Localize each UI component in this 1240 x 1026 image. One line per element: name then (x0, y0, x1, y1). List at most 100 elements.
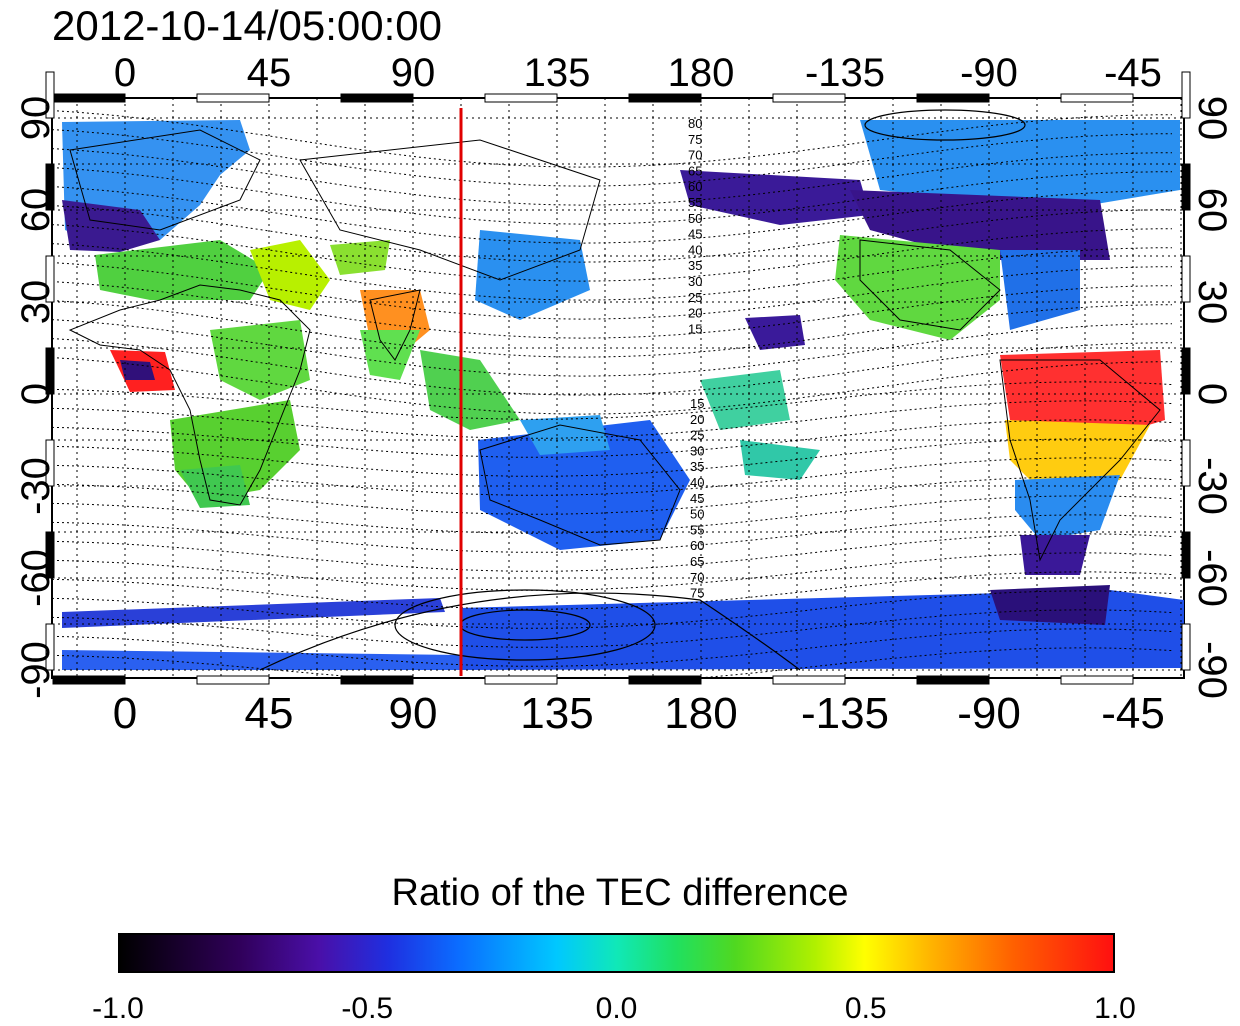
lon-tick-bottom-6: -90 (957, 689, 1021, 738)
lon-tick-top-1: 45 (247, 51, 292, 95)
contour-label-south-11: 70 (690, 570, 704, 585)
colorbar-tick-3: 0.5 (844, 992, 887, 1025)
tec-patch-hawaii (745, 315, 805, 350)
lon-tick-bottom-0: 0 (113, 689, 137, 738)
contour-label-north-7: 45 (688, 227, 702, 242)
contour-label-south-6: 45 (690, 491, 704, 506)
contour-label-south-9: 60 (690, 538, 704, 553)
contour-label-south-0: 15 (690, 396, 704, 411)
contour-label-north-9: 35 (688, 258, 702, 273)
lat-tick-right-3: 0 (1190, 383, 1234, 405)
contour-label-south-10: 65 (690, 554, 704, 569)
contour-label-north-11: 25 (688, 290, 702, 305)
contour-label-south-3: 30 (690, 443, 704, 458)
lat-tick-right-1: 60 (1190, 188, 1234, 233)
lat-tick-left-2: 30 (14, 280, 58, 325)
lat-tick-right-0: 90 (1190, 96, 1234, 141)
contour-label-south-4: 35 (690, 459, 704, 474)
contour-label-south-12: 75 (690, 586, 704, 601)
contour-label-north-0: 80 (688, 116, 702, 131)
contour-label-north-4: 60 (688, 179, 702, 194)
axis-segment-bars (45, 71, 1191, 685)
tec-patch-antarctica-dark (990, 585, 1110, 625)
lat-tick-right-4: -30 (1190, 457, 1234, 515)
contour-label-south-5: 40 (690, 475, 704, 490)
lon-tick-top-7: -45 (1104, 51, 1162, 95)
tec-patch-samerica-south (1015, 475, 1120, 540)
south-pole-contour-wide (259, 592, 801, 671)
lon-tick-bottom-5: -135 (801, 689, 889, 738)
tec-patch-africa-north (210, 320, 310, 400)
lat-tick-left-5: -60 (14, 549, 58, 607)
tec-patch-alaska (680, 170, 870, 225)
lon-tick-top-0: 0 (114, 51, 136, 95)
lat-tick-left-0: 90 (14, 96, 58, 141)
lat-tick-left-4: -30 (14, 457, 58, 515)
tec-patch-samerica-north (1000, 350, 1165, 440)
tec-patch-antarctica-west (62, 650, 460, 670)
tec-patch-usa (835, 235, 1000, 340)
lat-tick-left-1: 60 (14, 188, 58, 233)
tec-patch-antarctica-belt (62, 598, 445, 628)
contour-label-north-2: 70 (688, 148, 702, 163)
contour-label-south-1: 20 (690, 412, 704, 427)
lon-tick-bottom-4: 180 (664, 689, 737, 738)
tec-patch-australia (478, 420, 690, 550)
tec-patch-patagonia (1020, 535, 1090, 575)
contour-label-south-2: 25 (690, 428, 704, 443)
plot-title: 2012-10-14/05:00:00 (52, 2, 442, 49)
colorbar-tick-1: -0.5 (341, 992, 394, 1025)
tec-patch-samerica-mid (1005, 420, 1150, 490)
north-pole-contour (864, 109, 1026, 141)
tec-patch-arabia (250, 240, 330, 310)
tec-patch-pacific-south (740, 440, 820, 480)
tec-patch-canada (860, 120, 1180, 210)
tick-labels: 0045459090135135180180-135-135-90-90-45-… (14, 51, 1234, 738)
contour-label-north-8: 40 (688, 242, 702, 257)
lon-tick-bottom-2: 90 (389, 689, 438, 738)
lon-tick-top-2: 90 (391, 51, 436, 95)
contour-lines (52, 110, 1173, 678)
lon-tick-bottom-1: 45 (245, 689, 294, 738)
contour-label-north-5: 55 (688, 195, 702, 210)
colorbar (118, 933, 1115, 973)
contour-label-north-1: 75 (688, 132, 702, 147)
colorbar-tick-2: 0.0 (595, 992, 638, 1025)
contour-label-north-3: 65 (688, 163, 702, 178)
lon-tick-top-6: -90 (960, 51, 1018, 95)
tec-patch-middleeast (330, 240, 390, 275)
tec-patch-india-south (360, 330, 420, 380)
contour-label-north-13: 15 (688, 321, 702, 336)
coastlines (68, 129, 1161, 562)
colorbar-tick-4: 1.0 (1094, 992, 1136, 1025)
lat-tick-right-5: -60 (1190, 549, 1234, 607)
tec-patch-med (95, 240, 270, 300)
colorbar-tick-0: -1.0 (92, 992, 144, 1025)
lon-tick-top-5: -135 (805, 51, 885, 95)
tec-patch-scandinavia (62, 200, 160, 252)
lon-tick-top-4: 180 (668, 51, 735, 95)
tec-patch-australia-light (520, 415, 610, 455)
contour-label-south-7: 50 (690, 507, 704, 522)
map-gridlines (52, 98, 1184, 678)
lat-tick-left-6: -90 (14, 641, 58, 699)
tec-patch-canada-dark (850, 190, 1110, 260)
lon-tick-bottom-3: 135 (520, 689, 593, 738)
contour-label-north-10: 30 (688, 274, 702, 289)
tec-patch-westafrica-dark (120, 360, 155, 380)
contour-labels: 8075706560555045403530252015152025303540… (688, 116, 704, 601)
contour-label-north-12: 20 (688, 306, 702, 321)
lat-tick-right-6: -90 (1190, 641, 1234, 699)
tec-patch-usa-east (1000, 250, 1080, 330)
tec-map: 8075706560555045403530252015152025303540… (14, 51, 1234, 738)
contour-label-north-6: 50 (688, 211, 702, 226)
lat-tick-right-2: 30 (1190, 280, 1234, 325)
lon-tick-bottom-7: -45 (1101, 689, 1165, 738)
colorbar-title: Ratio of the TEC difference (391, 872, 849, 914)
contour-label-south-8: 55 (690, 522, 704, 537)
tec-patch-pacific (700, 370, 790, 430)
lat-tick-left-3: 0 (14, 383, 58, 405)
tec-data-layer (62, 120, 1184, 670)
south-pole-contour-outer (394, 589, 656, 661)
lon-tick-top-3: 135 (524, 51, 591, 95)
